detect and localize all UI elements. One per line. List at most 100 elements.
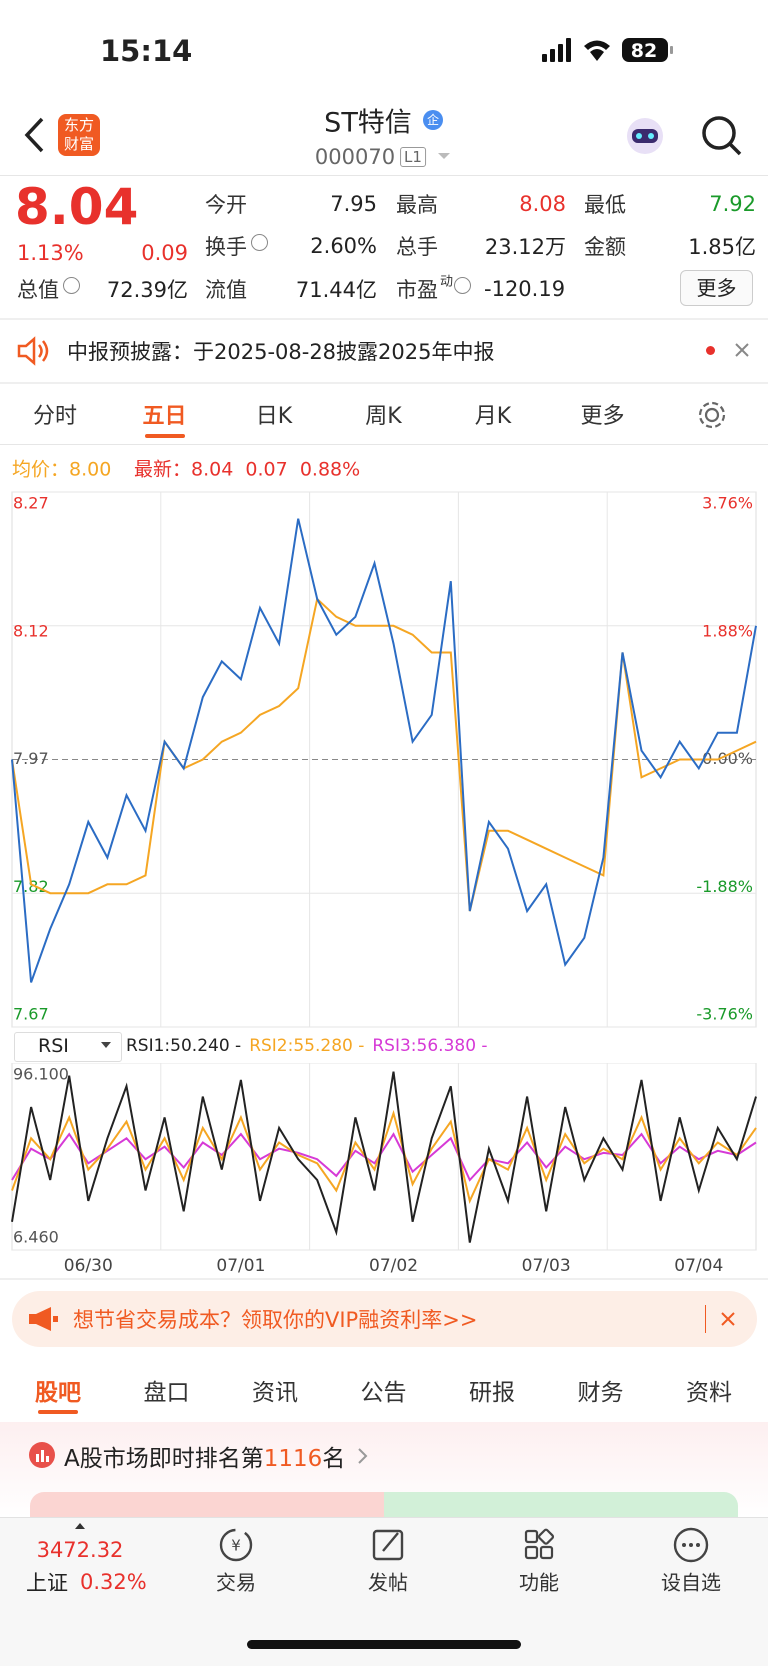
tab[interactable]: 更多: [580, 404, 625, 429]
y2-tick-label: -1.88%: [696, 877, 753, 896]
index-change[interactable]: 0.32%: [80, 1570, 147, 1594]
y-tick-label: 96.100: [13, 1065, 69, 1084]
divider: [0, 1278, 768, 1280]
tab[interactable]: 周K: [365, 404, 402, 429]
legend-entry: RSI1:50.240 -: [126, 1036, 242, 1056]
last-change-pct: 0.88%: [299, 458, 361, 481]
nav-item[interactable]: 交易: [216, 1570, 256, 1595]
promo-banner[interactable]: [12, 1291, 757, 1347]
change: 0.09: [141, 241, 188, 265]
close-banner[interactable]: [720, 1311, 736, 1327]
x-tick-label: 07/01: [216, 1256, 265, 1276]
rsi-selector[interactable]: [14, 1032, 122, 1062]
field-value: 8.08: [519, 192, 566, 216]
separator: [705, 1305, 706, 1333]
field-sup: 动: [440, 274, 454, 290]
plot-frame: [11, 1063, 757, 1251]
series-line: [11, 1132, 757, 1182]
notice-icon: [17, 336, 49, 366]
field-label: 市盈: [396, 278, 438, 302]
more-button[interactable]: 更多: [680, 270, 753, 306]
legend-entry: RSI3:56.380 -: [372, 1036, 488, 1056]
rsi-chart: 6.460 96.100 06/30 07/01 07/02 07/03 07/04: [11, 1063, 757, 1276]
badge: 企: [423, 110, 443, 130]
dropdown[interactable]: [436, 150, 452, 162]
series-line: [11, 1071, 757, 1243]
tab[interactable]: 月K: [474, 404, 512, 429]
field-value: 72.39亿: [106, 278, 188, 302]
content-tab[interactable]: 公告: [360, 1380, 407, 1406]
unread-dot: [706, 346, 715, 355]
ranking-text[interactable]: A股市场即时排名第1116名: [64, 1439, 345, 1473]
content-tab[interactable]: 研报: [469, 1380, 515, 1406]
series-line: [11, 1109, 757, 1204]
back-button[interactable]: [22, 116, 46, 154]
info-icon: [63, 277, 80, 294]
y2-tick-label: 0.00%: [702, 749, 753, 768]
nav-item[interactable]: 功能: [519, 1570, 559, 1595]
field-label: 换手: [205, 235, 247, 259]
index-value[interactable]: 3472.32: [36, 1538, 124, 1562]
last-change: 0.07: [245, 458, 288, 481]
rsi-selector-label[interactable]: RSI: [38, 1035, 69, 1057]
legend-entry: RSI2:55.280 -: [249, 1036, 365, 1056]
rsi-legend: RSI1:50.240 - RSI2:55.280 - RSI3:56.380 -: [126, 1036, 496, 1056]
field-value: 71.44亿: [295, 278, 377, 302]
info-icon: [251, 234, 268, 251]
content-tab[interactable]: 资料: [686, 1380, 732, 1406]
field-label: 今开: [205, 193, 247, 217]
content-tab[interactable]: 资讯: [252, 1380, 298, 1406]
change-pct: 1.13%: [17, 241, 84, 265]
series-line: [11, 597, 757, 912]
stock-name: ST特信: [324, 107, 412, 139]
series-line: [11, 518, 757, 983]
battery: 82: [630, 40, 658, 62]
nav-icons: ¥: [219, 1527, 709, 1563]
promo-text[interactable]: 想节省交易成本？领取你的VIP融资利率>>: [73, 1308, 478, 1332]
home-indicator: [247, 1640, 521, 1649]
x-tick-label: 07/02: [369, 1256, 418, 1276]
notice-text[interactable]: 中报预披露：于2025-08-28披露2025年中报: [67, 340, 495, 364]
price: 8.04: [15, 178, 139, 236]
field-value: 7.95: [330, 192, 377, 216]
search-button[interactable]: [700, 114, 744, 158]
megaphone: [29, 1307, 58, 1331]
field-label: 总值: [17, 278, 59, 302]
info-icon: [454, 277, 471, 294]
status-icons: [542, 38, 673, 62]
last-info: 最新：8.04 0.07 0.88%: [134, 455, 360, 482]
content-tab[interactable]: 盘口: [143, 1380, 190, 1406]
field-value: 1.85亿: [688, 235, 756, 259]
divider: [0, 318, 768, 320]
tab[interactable]: 分时: [32, 404, 78, 429]
y-tick-label: 7.97: [13, 749, 49, 768]
chevron: [358, 1448, 368, 1464]
settings[interactable]: [696, 399, 728, 431]
field-label: 最高: [396, 193, 438, 217]
y-tick-label: 8.12: [13, 621, 49, 640]
content-tab[interactable]: 股吧: [35, 1380, 81, 1406]
stock-code: 000070: [314, 145, 396, 169]
close-notice[interactable]: [734, 342, 750, 358]
tab[interactable]: 日K: [255, 404, 293, 429]
last-value: 8.04: [191, 458, 234, 481]
nav-item[interactable]: 发帖: [368, 1570, 408, 1595]
content-tab[interactable]: 财务: [577, 1380, 624, 1406]
divider: [0, 444, 768, 445]
svg-text:¥: ¥: [231, 1537, 241, 1555]
level: L1: [400, 147, 426, 167]
last-label: 最新：: [134, 458, 192, 481]
price-chart: 7.67 -3.76%7.82 -1.88%7.97 0.00%8.12 1.88%8.…: [11, 491, 757, 1028]
index-name[interactable]: 上证: [26, 1571, 68, 1595]
tab[interactable]: 五日: [142, 404, 187, 429]
logo: 东方 财富: [58, 114, 100, 156]
y-tick-label: 6.460: [13, 1228, 59, 1247]
up-arrow: [75, 1523, 85, 1529]
field-value: 23.12万: [484, 235, 566, 259]
tab-underline: [144, 434, 185, 438]
assistant-avatar[interactable]: [622, 115, 668, 157]
tab-underline: [38, 1410, 78, 1414]
x-tick-label: 06/30: [64, 1256, 113, 1276]
nav-item[interactable]: 设自选: [661, 1570, 721, 1595]
